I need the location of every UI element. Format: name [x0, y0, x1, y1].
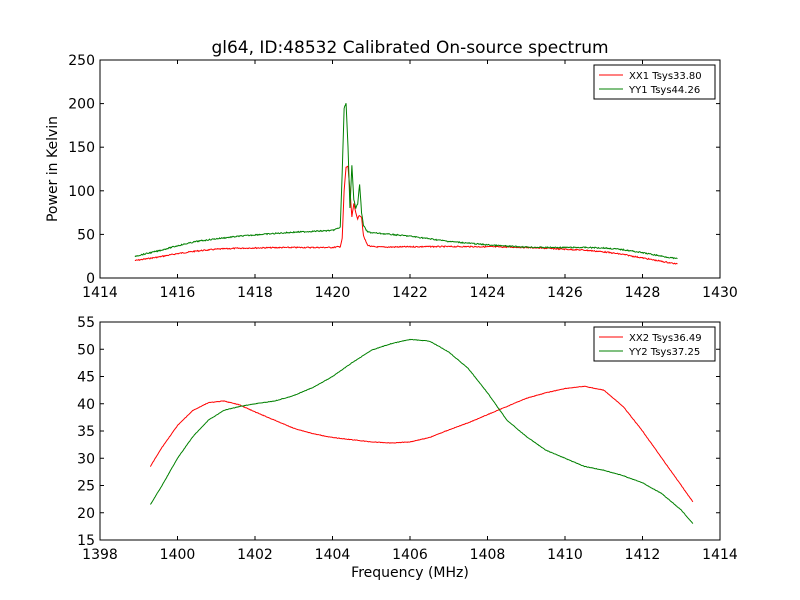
- x-tick-label-0-8: 1430: [702, 285, 738, 301]
- series-line-0-1: [134, 103, 678, 260]
- x-tick-label-1-4: 1406: [392, 547, 428, 563]
- y-tick-label-0-2: 100: [68, 184, 95, 200]
- x-tick-label-0-0: 1414: [82, 285, 118, 301]
- y-tick-label-1-0: 15: [77, 533, 95, 549]
- x-tick-label-1-1: 1400: [160, 547, 196, 563]
- y-tick-label-0-4: 200: [68, 97, 95, 113]
- legend-label-0-1: YY1 Tsys44.26: [628, 85, 700, 96]
- y-tick-label-1-8: 55: [77, 315, 95, 331]
- x-tick-label-0-6: 1426: [547, 285, 583, 301]
- series-line-1-1: [149, 338, 694, 524]
- x-tick-label-0-3: 1420: [315, 285, 351, 301]
- y-tick-label-0-1: 50: [77, 227, 95, 243]
- bottom-panel: 1398 1400 1402 1404 1406 1408 1410 1412 1414 15 20…: [77, 315, 738, 581]
- y-tick-label-1-5: 40: [77, 397, 95, 413]
- x-tick-label-0-7: 1428: [625, 285, 661, 301]
- y-axis-label-0: Power in Kelvin: [45, 116, 61, 222]
- x-tick-label-1-7: 1412: [625, 547, 661, 563]
- x-tick-label-1-6: 1410: [547, 547, 583, 563]
- legend-label-1-0: XX2 Tsys36.49: [629, 333, 702, 344]
- legend-box-1: [593, 326, 716, 362]
- x-tick-label-1-0: 1398: [82, 547, 118, 563]
- x-tick-label-0-2: 1418: [237, 285, 273, 301]
- x-tick-label-1-2: 1402: [237, 547, 273, 563]
- legend-label-1-1: YY2 Tsys37.25: [628, 347, 700, 358]
- chart-title: gl64, ID:48532 Calibrated On-source spec…: [211, 38, 608, 58]
- y-tick-label-1-3: 30: [77, 451, 95, 467]
- x-tick-label-1-3: 1404: [315, 547, 351, 563]
- series-line-0-0: [134, 165, 678, 265]
- y-tick-label-1-7: 50: [77, 342, 95, 358]
- y-tick-label-1-2: 25: [77, 479, 95, 495]
- x-tick-label-1-8: 1414: [702, 547, 738, 563]
- x-tick-label-0-5: 1424: [470, 285, 506, 301]
- x-tick-label-0-4: 1422: [392, 285, 428, 301]
- legend-label-0-0: XX1 Tsys33.80: [629, 71, 702, 82]
- x-axis-label-1: Frequency (MHz): [351, 565, 469, 581]
- y-tick-label-1-6: 45: [77, 370, 95, 386]
- top-panel: 1414 1416 1418 1420 1422 1424 1426 1428 1430 0 50 1…: [45, 53, 738, 301]
- y-tick-label-1-4: 35: [77, 424, 95, 440]
- x-tick-label-0-1: 1416: [160, 285, 196, 301]
- y-tick-label-0-3: 150: [68, 140, 95, 156]
- y-tick-label-1-1: 20: [77, 506, 95, 522]
- y-tick-label-0-0: 0: [86, 271, 95, 287]
- x-tick-label-1-5: 1408: [470, 547, 506, 563]
- legend-box-0: [593, 64, 716, 100]
- y-tick-label-0-5: 250: [68, 53, 95, 69]
